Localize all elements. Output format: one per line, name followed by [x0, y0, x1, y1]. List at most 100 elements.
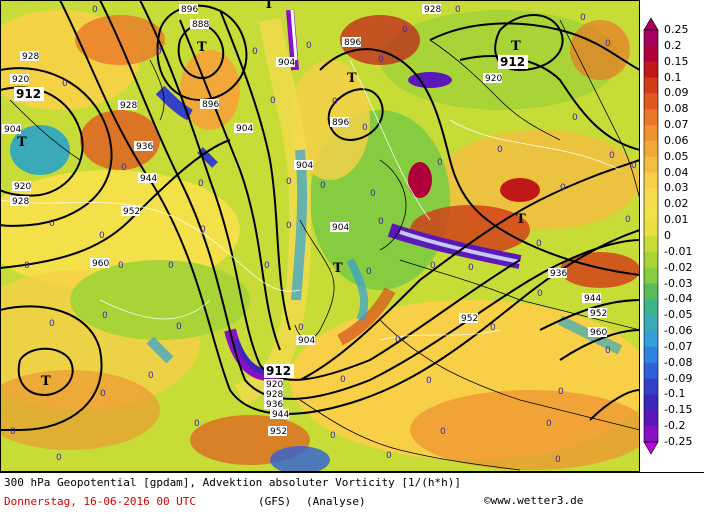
legend-swatch [644, 156, 658, 174]
svg-text:904: 904 [296, 161, 313, 171]
svg-text:0: 0 [625, 215, 631, 225]
svg-text:0: 0 [555, 455, 561, 465]
weather-map: 888 896 896 896 896 904 904 904 904 904 … [0, 0, 640, 472]
svg-text:0: 0 [306, 41, 312, 51]
svg-text:888: 888 [192, 20, 209, 30]
svg-text:896: 896 [332, 118, 349, 128]
svg-text:928: 928 [120, 101, 137, 111]
legend-swatch [644, 426, 658, 443]
geopotential-contours [0, 0, 640, 431]
contour-label-936: 936 [134, 141, 153, 152]
svg-text:0: 0 [560, 183, 566, 193]
svg-text:896: 896 [344, 38, 361, 48]
svg-text:0: 0 [430, 261, 436, 271]
svg-text:944: 944 [140, 174, 157, 184]
legend-swatch [644, 394, 658, 411]
model-name: (GFS) [258, 495, 292, 508]
svg-text:0: 0 [330, 431, 336, 441]
svg-text:0: 0 [378, 55, 384, 65]
legend-swatch [644, 125, 658, 142]
svg-text:0: 0 [572, 113, 578, 123]
svg-text:0: 0 [378, 217, 384, 227]
contour-labels: 888 896 896 896 896 904 904 904 904 904 … [2, 4, 607, 437]
svg-text:920: 920 [266, 380, 283, 390]
legend-swatch [644, 410, 658, 427]
legend-label: -0.01 [664, 244, 693, 258]
legend-label: 0 [664, 229, 671, 242]
svg-text:928: 928 [266, 390, 283, 400]
contour-label-912: 912 [264, 364, 294, 378]
contour-label-912: 912 [498, 55, 528, 69]
svg-text:944: 944 [584, 294, 601, 304]
svg-text:896: 896 [202, 100, 219, 110]
legend-label: -0.08 [664, 355, 693, 369]
legend-label: 0.1 [664, 70, 682, 84]
svg-text:952: 952 [123, 207, 140, 217]
svg-text:0: 0 [176, 322, 182, 332]
legend-swatch [644, 346, 658, 364]
legend-label: -0.2 [664, 419, 686, 433]
low-centre-T: T [41, 374, 51, 389]
low-centre-T: T [264, 0, 274, 12]
legend-label: -0.1 [664, 387, 686, 401]
svg-text:0: 0 [252, 47, 258, 57]
svg-text:0: 0 [370, 189, 376, 199]
svg-text:0: 0 [395, 335, 401, 345]
legend-swatch [644, 204, 658, 221]
svg-text:0: 0 [10, 427, 16, 437]
svg-text:960: 960 [92, 259, 109, 269]
svg-text:0: 0 [24, 261, 30, 271]
svg-text:0: 0 [264, 261, 270, 271]
legend-swatch [644, 267, 658, 285]
legend-label: 0.07 [664, 118, 689, 132]
legend-top-arrow [643, 17, 659, 31]
legend-swatch [644, 61, 658, 79]
svg-text:912: 912 [16, 87, 41, 101]
low-centre-T: T [511, 39, 521, 54]
svg-text:0: 0 [558, 387, 564, 397]
legend-label: 0.01 [664, 213, 689, 227]
svg-text:0: 0 [49, 319, 55, 329]
legend-label: 0.05 [664, 149, 689, 163]
contour-label-928: 928 [20, 51, 39, 62]
contour-label-928: 928 [10, 196, 29, 207]
svg-text:952: 952 [461, 314, 478, 324]
legend-label: 0.04 [664, 165, 689, 179]
legend-swatch [644, 362, 658, 380]
legend-swatch [644, 236, 658, 253]
svg-text:0: 0 [437, 158, 443, 168]
contour-label-944: 944 [270, 409, 289, 420]
svg-text:0: 0 [440, 427, 446, 437]
legend-swatch [644, 331, 658, 348]
svg-text:0: 0 [426, 376, 432, 386]
legend-label: 0.25 [664, 23, 689, 36]
svg-text:0: 0 [100, 389, 106, 399]
map-title: 300 hPa Geopotential [gpdam], Advektion … [4, 476, 461, 489]
svg-text:0: 0 [62, 79, 68, 89]
svg-text:0: 0 [631, 161, 637, 171]
svg-text:920: 920 [14, 182, 31, 192]
contour-label-944: 944 [582, 293, 601, 304]
credit: ©www.wetter3.de [484, 494, 584, 507]
legend-label: -0.25 [664, 435, 693, 448]
svg-text:904: 904 [278, 58, 295, 68]
low-centre-T: T [197, 40, 207, 55]
low-centre-T: T [17, 135, 27, 150]
svg-text:920: 920 [12, 75, 29, 85]
contour-label-960: 960 [90, 258, 109, 269]
svg-text:0: 0 [362, 123, 368, 133]
contour-label-896: 896 [200, 99, 219, 110]
legend-swatch [644, 93, 658, 110]
svg-text:920: 920 [485, 74, 502, 84]
svg-text:0: 0 [455, 5, 461, 15]
svg-text:0: 0 [121, 163, 127, 173]
svg-text:0: 0 [546, 419, 552, 429]
svg-text:0: 0 [156, 47, 162, 57]
legend-label: 0.06 [664, 133, 689, 147]
svg-text:0: 0 [270, 96, 276, 106]
svg-text:0: 0 [490, 323, 496, 333]
svg-text:0: 0 [402, 25, 408, 35]
contour-label-904: 904 [330, 222, 349, 233]
legend-label: -0.07 [664, 339, 693, 353]
legend-label: -0.09 [664, 371, 693, 385]
